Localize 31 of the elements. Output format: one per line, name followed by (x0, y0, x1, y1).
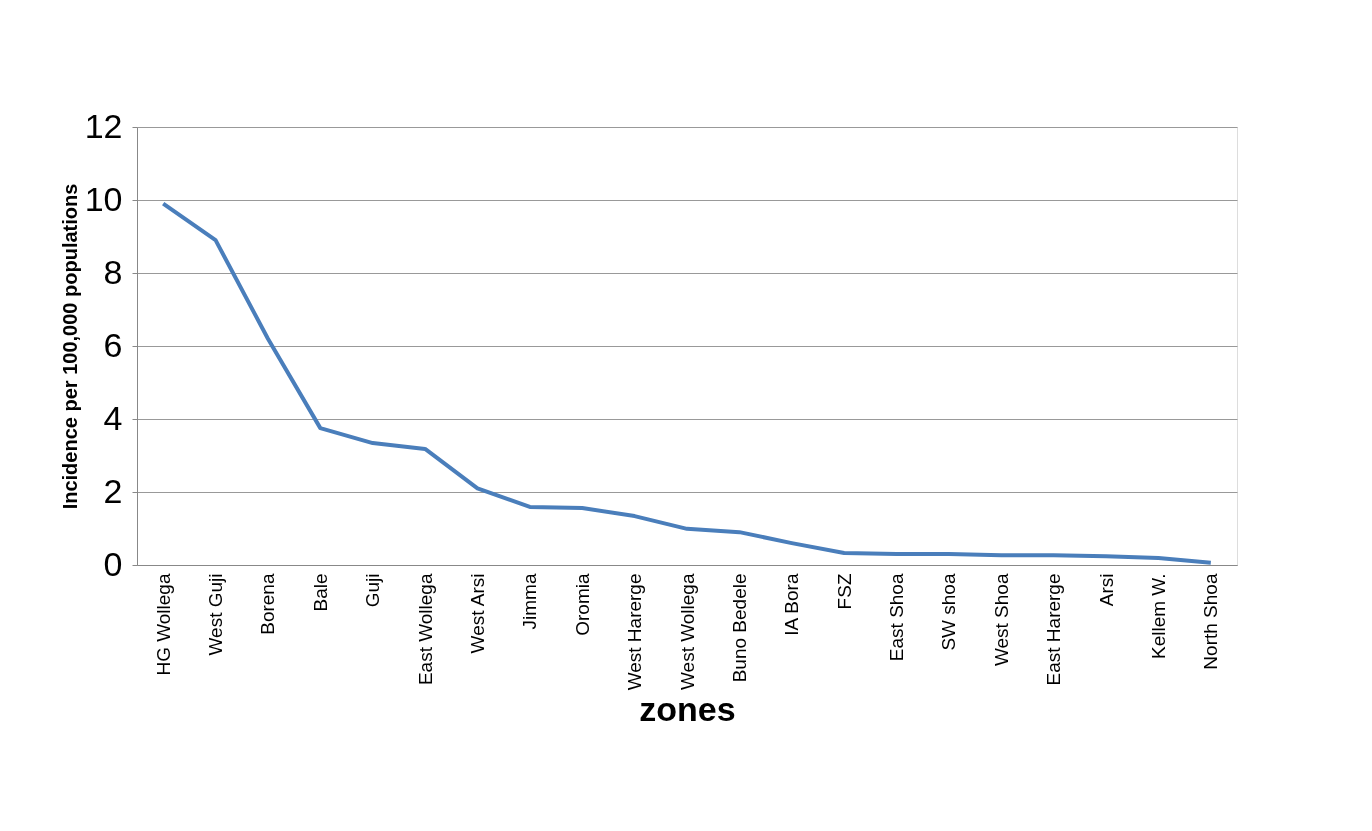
y-tick-label: 8 (103, 252, 123, 291)
x-tick-label: West Harerge (624, 573, 646, 691)
x-tick-label: HG Wollega (152, 573, 174, 676)
x-tick-label: Borena (257, 573, 279, 635)
x-tick-label: Bale (309, 573, 331, 612)
x-tick-label: Oromia (571, 573, 593, 636)
x-tick-label: Buno Bedele (728, 573, 750, 683)
x-tick-label: Kellem W. (1147, 573, 1169, 660)
x-tick-label: West Shoa (990, 573, 1012, 667)
x-tick-label: IA Bora (781, 573, 803, 636)
x-tick-label: Jimma (519, 573, 541, 630)
y-tick-label: 6 (103, 325, 123, 364)
y-axis-title: Incidence per 100,000 populations (58, 183, 81, 510)
x-tick-label: East Wollega (414, 573, 436, 686)
x-tick-label: West Guji (205, 573, 227, 656)
x-tick-label: North Shoa (1200, 573, 1222, 670)
x-tick-label: SW shoa (938, 573, 960, 651)
x-tick-label: East Harerge (1043, 573, 1065, 686)
y-tick-label: 2 (103, 471, 123, 510)
x-tick-label: West Wollega (676, 573, 698, 691)
x-tick-label: FSZ (833, 573, 855, 610)
y-tick-label: 0 (103, 544, 123, 583)
y-tick-label: 10 (84, 179, 123, 218)
y-tick-label: 12 (84, 106, 123, 145)
x-tick-label: Guji (362, 573, 384, 608)
x-axis-title: zones (639, 690, 736, 729)
y-tick-label: 4 (103, 398, 123, 437)
line-series (161, 201, 1213, 565)
x-tick-label: Arsi (1095, 573, 1117, 607)
x-tick-label: West Arsi (466, 573, 488, 654)
x-tick-label: East Shoa (886, 573, 908, 662)
